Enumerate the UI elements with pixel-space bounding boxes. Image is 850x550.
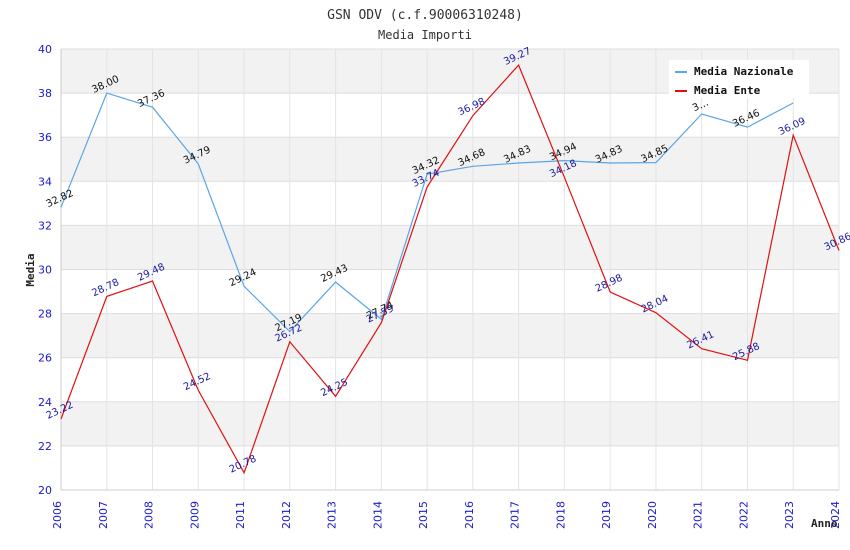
data-label: 3… — [691, 97, 710, 114]
x-tick-label: 2006 — [51, 501, 64, 529]
x-tick-label: 2018 — [554, 501, 567, 529]
x-tick-label: 2009 — [188, 501, 201, 529]
legend-label-naz: Media Nazionale — [694, 65, 794, 78]
x-tick-label: 2014 — [371, 501, 384, 529]
legend-label-ente: Media Ente — [694, 84, 761, 97]
x-tick-label: 2019 — [600, 501, 613, 529]
x-tick-labels: 2006 2007 2008 2009 2011 2012 2013 2014 2015 2016… — [51, 501, 842, 529]
x-axis-title: Anno — [811, 517, 838, 530]
x-tick-label: 2020 — [646, 501, 659, 529]
y-tick-label: 34 — [38, 175, 52, 188]
y-tick-label: 26 — [38, 352, 52, 365]
y-axis-title: Media — [24, 253, 37, 286]
data-label: 20.78 — [228, 454, 259, 476]
plot-bands — [61, 49, 839, 446]
data-label: 24.52 — [182, 371, 213, 393]
grid-lines — [60, 48, 840, 491]
y-tick-label: 36 — [38, 131, 52, 144]
x-tick-label: 2024 — [829, 501, 842, 529]
y-tick-label: 20 — [38, 484, 52, 497]
y-tick-label: 32 — [38, 219, 52, 232]
y-tick-label: 28 — [38, 308, 52, 321]
data-label: 29.24 — [228, 267, 259, 289]
y-tick-label: 30 — [38, 264, 52, 277]
x-tick-label: 2011 — [234, 501, 247, 529]
x-tick-label: 2015 — [417, 501, 430, 529]
plot-band — [61, 225, 839, 270]
data-label: 36.09 — [777, 116, 808, 138]
y-tick-label: 38 — [38, 87, 52, 100]
series-lines — [60, 63, 840, 475]
x-tick-label: 2021 — [692, 501, 705, 529]
plot-band — [61, 313, 839, 358]
legend: Media Nazionale Media Ente — [669, 60, 809, 98]
series-line-nazionale — [60, 92, 794, 333]
data-label: 28.98 — [594, 273, 625, 295]
data-label: 32.82 — [45, 188, 76, 210]
data-label: 28.78 — [90, 277, 121, 299]
chart-subtitle: Media Importi — [378, 28, 472, 42]
y-tick-labels: 20 22 24 26 28 30 32 34 36 38 40 — [38, 43, 52, 497]
plot-band — [61, 137, 839, 182]
x-tick-label: 2008 — [143, 501, 156, 529]
x-tick-label: 2007 — [97, 501, 110, 529]
y-tick-label: 40 — [38, 43, 52, 56]
x-tick-label: 2013 — [326, 501, 339, 529]
plot-band — [61, 401, 839, 446]
axes — [60, 49, 839, 491]
y-tick-label: 24 — [38, 396, 52, 409]
chart-title: GSN ODV (c.f.90006310248) — [327, 8, 523, 23]
x-tick-label: 2022 — [737, 501, 750, 529]
x-tick-label: 2016 — [463, 501, 476, 529]
x-tick-label: 2023 — [783, 501, 796, 529]
legend-box — [669, 60, 809, 98]
series-line-ente — [60, 63, 840, 475]
y-tick-label: 22 — [38, 440, 52, 453]
x-tick-label: 2017 — [509, 501, 522, 529]
data-label: 36.98 — [457, 96, 488, 118]
x-tick-label: 2012 — [280, 501, 293, 529]
